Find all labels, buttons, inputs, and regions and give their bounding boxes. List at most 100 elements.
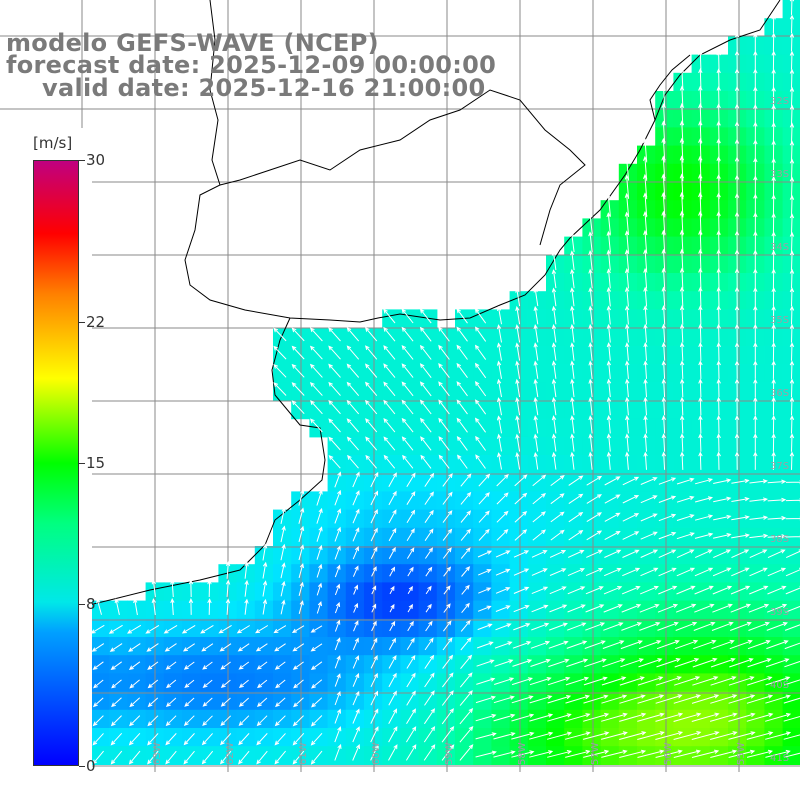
wind-vector-arrow (658, 495, 677, 503)
wind-vector-arrow (184, 697, 195, 707)
wind-vector-arrow (601, 749, 628, 758)
wind-vector-arrow (643, 138, 648, 163)
wind-vector-arrow (585, 604, 605, 613)
wind-vector-arrow (673, 694, 702, 704)
wind-vector-arrow (566, 658, 589, 668)
wind-vector-arrow (478, 510, 490, 523)
wind-vector-arrow (256, 661, 268, 670)
wind-vector-arrow (461, 566, 471, 577)
wind-vector-arrow (183, 661, 195, 670)
wind-vector-arrow (640, 567, 659, 577)
wind-vector-arrow (442, 473, 453, 487)
wind-vector-arrow (604, 549, 622, 558)
wind-vector-arrow (334, 673, 341, 687)
wind-vector-arrow (731, 478, 750, 484)
wind-vector-arrow (401, 417, 414, 433)
wind-vector-arrow (513, 568, 530, 576)
wind-vector-arrow (238, 715, 250, 727)
wind-vector-arrow (219, 643, 232, 652)
wind-vector-arrow (425, 603, 432, 613)
wind-vector-arrow (694, 478, 714, 485)
wind-vector-arrow (352, 726, 360, 743)
wind-vector-arrow (129, 697, 141, 708)
wind-vector-arrow (765, 731, 792, 740)
wind-vector-arrow (406, 491, 416, 505)
wind-vector-arrow (531, 622, 550, 631)
wind-vector-arrow (442, 672, 454, 688)
wind-vector-arrow (424, 672, 435, 688)
wind-vector-arrow (548, 658, 570, 668)
wind-vector-arrow (407, 585, 413, 595)
wind-vector-arrow (291, 345, 305, 360)
wind-vector-arrow (383, 326, 396, 342)
wind-vector-arrow (407, 620, 414, 632)
wind-vector-arrow (477, 623, 493, 631)
wind-vector-arrow (661, 267, 666, 289)
wind-vector-arrow (569, 231, 575, 253)
wind-vector-arrow (567, 549, 585, 558)
wind-vector-arrow (328, 381, 341, 396)
wind-vector-arrow (621, 622, 643, 631)
wind-vector-arrow (533, 396, 539, 416)
wind-vector-arrow (514, 529, 528, 541)
wind-vector-arrow (460, 510, 472, 523)
wind-vector-arrow (111, 679, 122, 689)
wind-vector-arrow (146, 643, 159, 652)
wind-vector-arrow (145, 624, 160, 634)
wind-vector-arrow (606, 323, 612, 343)
wind-vector-arrow (547, 695, 572, 704)
wind-vector-arrow (309, 345, 323, 360)
wind-vector-arrow (749, 585, 769, 595)
wind-vector-arrow (568, 530, 584, 541)
wind-vector-arrow (511, 677, 533, 686)
wind-vector-arrow (679, 433, 685, 452)
wind-vector-arrow (567, 586, 586, 595)
wind-vector-arrow (496, 378, 502, 398)
wind-vector-arrow (310, 418, 323, 433)
wind-vector-arrow (771, 212, 776, 235)
wind-vector-arrow (679, 342, 685, 361)
wind-vector-arrow (698, 323, 703, 343)
wind-vector-arrow (128, 643, 141, 652)
wind-vector-arrow (474, 362, 487, 379)
wind-vector-arrow (478, 473, 491, 487)
wind-vector-arrow (691, 731, 720, 740)
wind-vector-arrow (406, 708, 417, 724)
wind-vector-arrow (568, 493, 584, 505)
wind-vector-arrow (621, 604, 642, 613)
wind-vector-arrow (767, 515, 787, 521)
colorbar-tick-mark (79, 463, 85, 464)
wind-vector-arrow (568, 511, 584, 523)
wind-vector-arrow (771, 14, 776, 34)
wind-vector-arrow (533, 360, 539, 379)
wind-vector-arrow (388, 509, 397, 524)
wind-vector-arrow (734, 414, 740, 434)
wind-vector-arrow (771, 249, 776, 271)
wind-vector-arrow (530, 640, 551, 649)
wind-vector-arrow (477, 550, 493, 558)
colorbar (33, 160, 79, 766)
wind-vector-arrow (474, 326, 487, 342)
wind-vector-arrow (661, 378, 667, 398)
wind-vector-arrow (460, 654, 473, 670)
wind-vector-arrow (442, 654, 454, 669)
wind-vector-arrow (643, 211, 648, 236)
wind-vector-arrow (716, 267, 721, 289)
wind-vector-arrow (709, 712, 738, 722)
latitude-label: 38S (770, 534, 789, 545)
wind-vector-arrow (749, 549, 768, 559)
wind-vector-arrow (789, 104, 795, 125)
wind-vector-arrow (606, 451, 612, 470)
latitude-label: 41S (770, 753, 789, 764)
wind-vector-arrow (275, 697, 286, 708)
wind-vector-arrow (570, 342, 575, 361)
colorbar-tick-mark (79, 321, 85, 323)
wind-vector-arrow (424, 472, 435, 487)
wind-vector-arrow (530, 658, 551, 667)
wind-vector-arrow (643, 267, 648, 289)
wind-vector-arrow (110, 661, 122, 670)
wind-vector-arrow (111, 697, 122, 708)
wind-vector-arrow (236, 625, 250, 634)
wind-vector-arrow (220, 733, 232, 746)
wind-vector-arrow (713, 549, 732, 559)
